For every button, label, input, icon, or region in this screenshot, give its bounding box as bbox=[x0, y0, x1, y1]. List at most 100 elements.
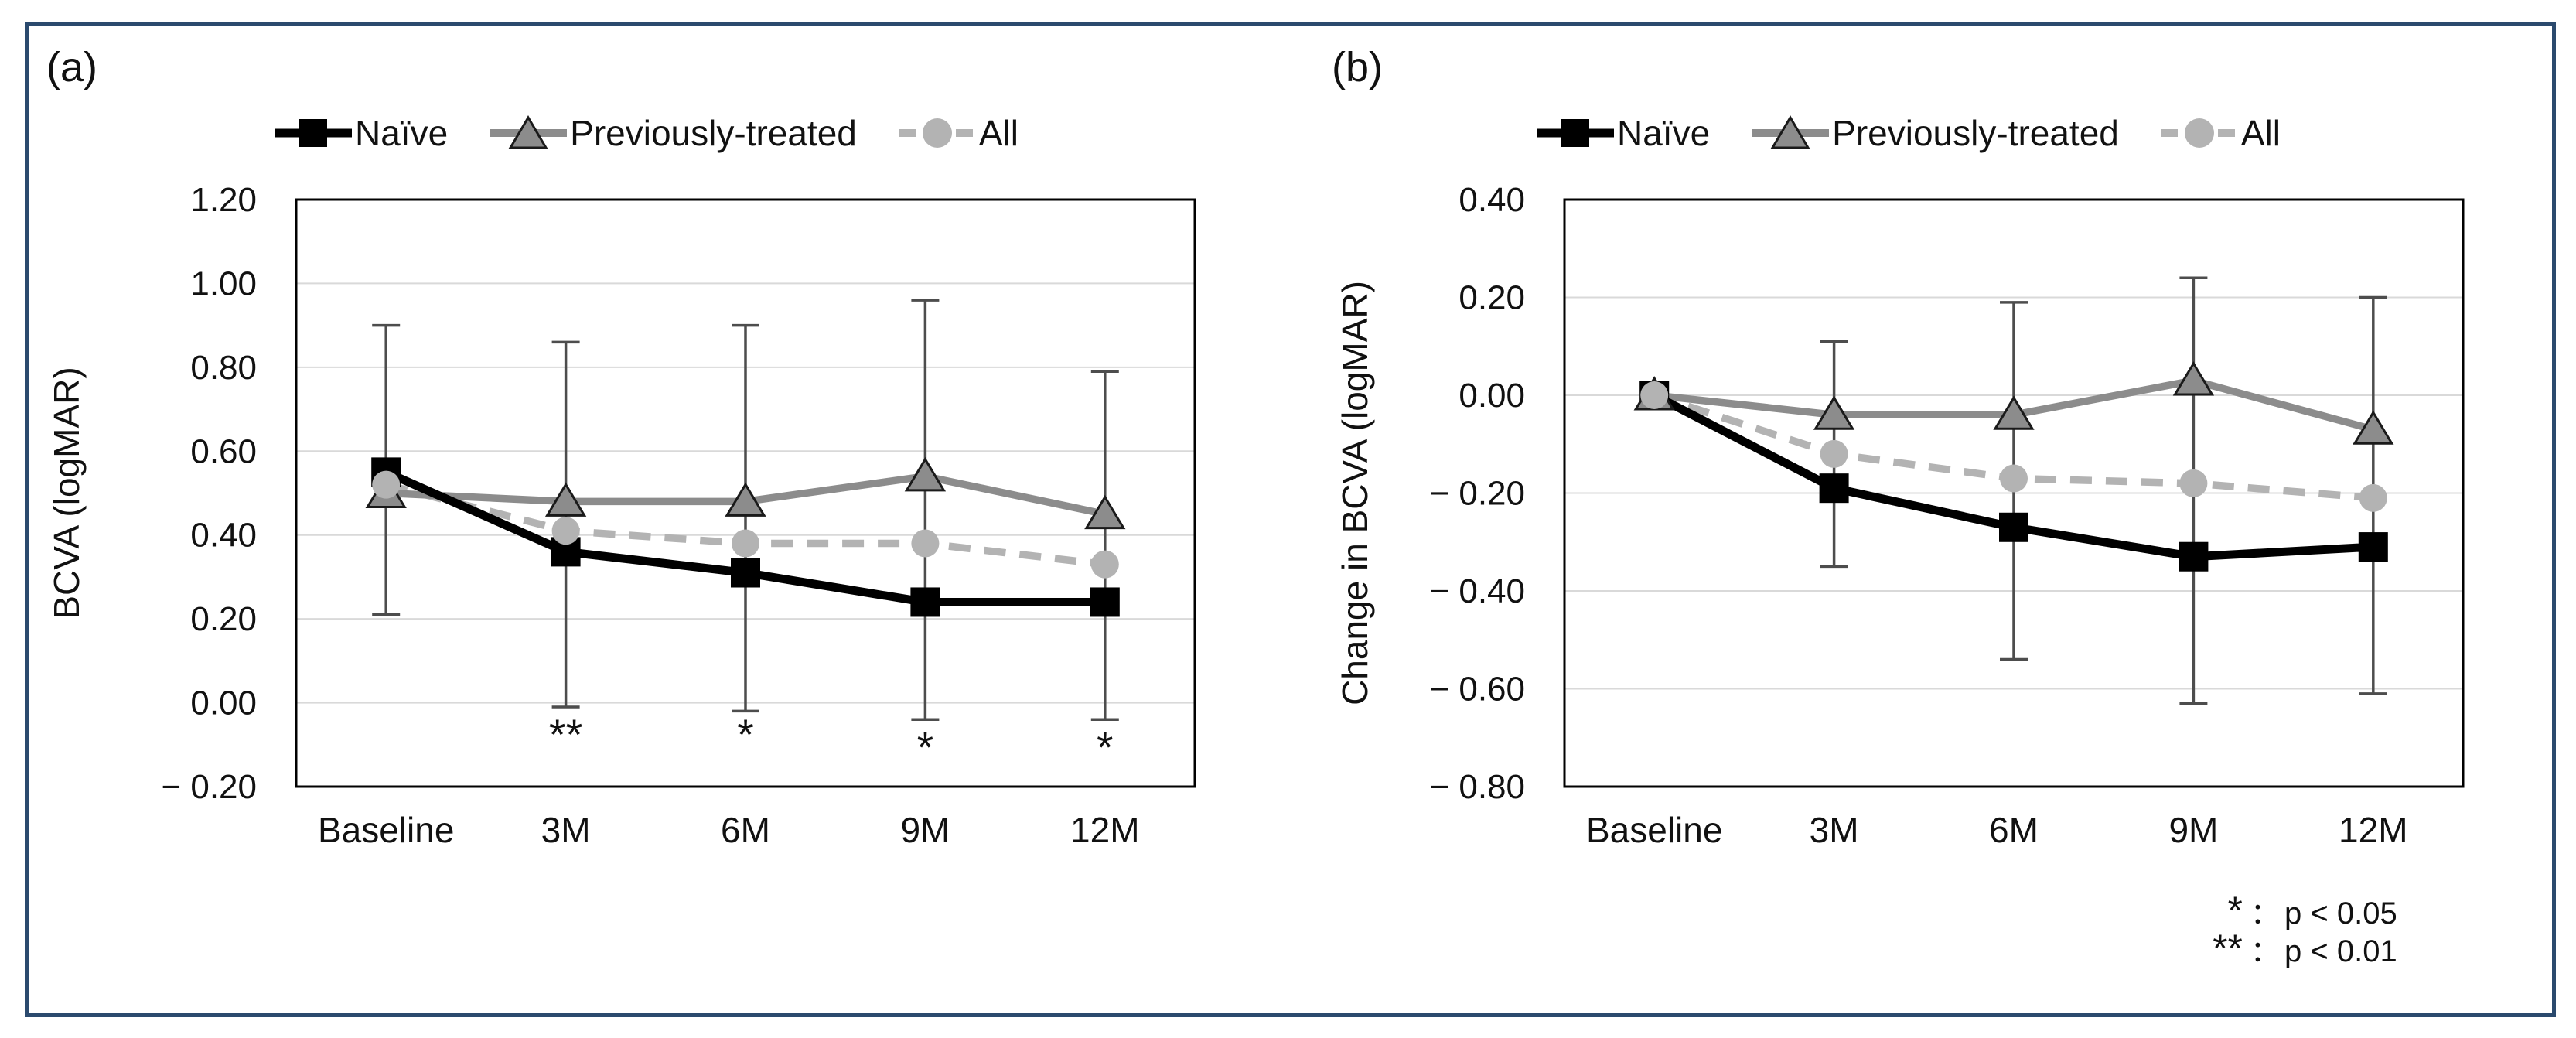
all-circle-marker bbox=[2000, 464, 2028, 493]
significance-asterisk: ** bbox=[549, 710, 583, 759]
y-tick-label: 0.40 bbox=[190, 517, 257, 555]
naive-square-marker bbox=[1999, 512, 2028, 542]
legend-item-previously-treated: Previously-treated bbox=[1750, 112, 2119, 154]
y-tick-label: 0.80 bbox=[190, 349, 257, 387]
y-tick-label: 0.20 bbox=[190, 600, 257, 638]
naive-square-marker bbox=[731, 558, 760, 588]
significance-footnote: *： p < 0.05 **： p < 0.01 bbox=[2158, 888, 2490, 970]
x-tick-label: 6M bbox=[721, 810, 770, 850]
x-tick-label: Baseline bbox=[1586, 810, 1722, 850]
legend-label-all: All bbox=[2240, 113, 2281, 153]
significance-marks: ** * * * bbox=[549, 710, 1114, 771]
naive-square-marker bbox=[910, 587, 940, 617]
x-tick-label: Baseline bbox=[318, 810, 454, 850]
x-tick-label: 3M bbox=[1810, 810, 1859, 850]
previously-treated-triangle-marker bbox=[1813, 395, 1855, 430]
all-circle-marker bbox=[2179, 469, 2208, 497]
naive-square-marker bbox=[1090, 587, 1120, 617]
footnote-row: *： p < 0.05 bbox=[2158, 888, 2490, 932]
significance-asterisk: * bbox=[917, 722, 934, 771]
plot-frame bbox=[295, 198, 1196, 788]
y-tick-label: 0.00 bbox=[1459, 377, 1525, 415]
legend-label-naive: Naïve bbox=[354, 113, 449, 153]
legend-item-all: All bbox=[897, 112, 1018, 154]
footnote-symbol: * bbox=[2227, 889, 2243, 932]
panel-label-b: (b) bbox=[1332, 44, 1383, 90]
figure-border bbox=[25, 22, 2556, 1017]
legend-label-previously-treated: Previously-treated bbox=[570, 113, 857, 153]
y-tick-label: − 0.80 bbox=[1429, 768, 1525, 806]
plot-frame bbox=[1563, 198, 2465, 788]
legend-label-naive: Naïve bbox=[1616, 113, 1711, 153]
all-circle-marker bbox=[732, 529, 759, 558]
y-axis-title: Change in BCVA (logMAR) bbox=[1335, 281, 1375, 705]
footnote-row: **： p < 0.01 bbox=[2158, 926, 2490, 970]
series-markers bbox=[1633, 361, 2394, 572]
panel-label-a: (a) bbox=[46, 44, 97, 90]
significance-asterisk: * bbox=[737, 710, 754, 759]
previously-treated-triangle-marker-icon bbox=[490, 115, 568, 149]
x-tick-label: 12M bbox=[1070, 810, 1139, 850]
y-tick-label: 0.40 bbox=[1459, 181, 1525, 219]
previously-treated-triangle-marker bbox=[2353, 410, 2394, 445]
all-circle-marker bbox=[911, 529, 940, 558]
naive-square-marker bbox=[2179, 541, 2209, 572]
legend-item-previously-treated: Previously-treated bbox=[488, 112, 857, 154]
previously-treated-triangle-marker bbox=[1993, 395, 2035, 430]
legend-item-naive: Naïve bbox=[1535, 112, 1710, 154]
naive-square-marker-icon bbox=[274, 119, 352, 147]
x-tick-label: 9M bbox=[2168, 810, 2218, 850]
x-tick-label: 12M bbox=[2339, 810, 2407, 850]
legend-a: Naïve Previously-treated All bbox=[220, 108, 1071, 158]
series-markers bbox=[365, 456, 1126, 617]
y-tick-label: 0.60 bbox=[190, 432, 257, 470]
previously-treated-triangle-marker bbox=[2172, 361, 2215, 396]
x-axis-tick-labels: Baseline 3M 6M 9M 12M bbox=[318, 810, 1140, 850]
y-tick-label: − 0.20 bbox=[161, 768, 257, 806]
all-circle-marker-icon bbox=[2160, 118, 2238, 148]
naive-square-marker bbox=[2358, 532, 2388, 562]
y-tick-label: 0.20 bbox=[1459, 279, 1525, 317]
previously-treated-triangle-marker-icon bbox=[1752, 115, 1830, 149]
y-axis-title: BCVA (logMAR) bbox=[46, 367, 87, 619]
legend-item-naive: Naïve bbox=[273, 112, 448, 154]
previously-treated-triangle-marker bbox=[1084, 494, 1126, 530]
y-axis-tick-labels: 1.20 1.00 0.80 0.60 0.40 0.20 0.00 − 0.20 bbox=[161, 181, 257, 806]
x-tick-label: 3M bbox=[541, 810, 591, 850]
naive-square-marker bbox=[1819, 473, 1849, 504]
y-tick-label: − 0.60 bbox=[1429, 671, 1525, 709]
previously-treated-triangle-marker bbox=[725, 482, 766, 517]
footnote-colon: ： bbox=[2250, 898, 2281, 930]
all-circle-marker bbox=[1640, 381, 1669, 409]
footnote-colon: ： bbox=[2250, 936, 2281, 968]
all-circle-marker bbox=[372, 470, 401, 499]
legend-label-all: All bbox=[978, 113, 1018, 153]
x-tick-label: 9M bbox=[900, 810, 950, 850]
y-tick-label: 0.00 bbox=[190, 685, 257, 722]
y-tick-label: − 0.40 bbox=[1429, 572, 1525, 610]
y-tick-label: 1.00 bbox=[190, 265, 257, 302]
previously-treated-triangle-marker bbox=[544, 482, 587, 517]
x-tick-label: 6M bbox=[1989, 810, 2039, 850]
all-circle-marker bbox=[2359, 483, 2387, 512]
legend-label-previously-treated: Previously-treated bbox=[1832, 113, 2119, 153]
x-axis-tick-labels: Baseline 3M 6M 9M 12M bbox=[1586, 810, 2408, 850]
naive-square-marker-icon bbox=[1536, 119, 1614, 147]
y-tick-label: − 0.20 bbox=[1429, 475, 1525, 513]
gridlines bbox=[296, 282, 1195, 704]
footnote-symbol: ** bbox=[2213, 927, 2243, 970]
footnote-text: p < 0.05 bbox=[2284, 896, 2397, 930]
significance-asterisk: * bbox=[1097, 722, 1114, 771]
y-tick-label: 1.20 bbox=[190, 181, 257, 219]
all-circle-marker bbox=[1090, 550, 1119, 579]
legend-item-all: All bbox=[2159, 112, 2281, 154]
previously-treated-triangle-marker bbox=[904, 456, 947, 492]
all-circle-marker-icon bbox=[898, 118, 976, 148]
all-circle-marker bbox=[1820, 439, 1848, 468]
y-axis-tick-labels: 0.40 0.20 0.00 − 0.20 − 0.40 − 0.60 − 0.80 bbox=[1429, 181, 1525, 806]
footnote-text: p < 0.01 bbox=[2284, 934, 2397, 968]
all-circle-marker bbox=[551, 517, 580, 545]
